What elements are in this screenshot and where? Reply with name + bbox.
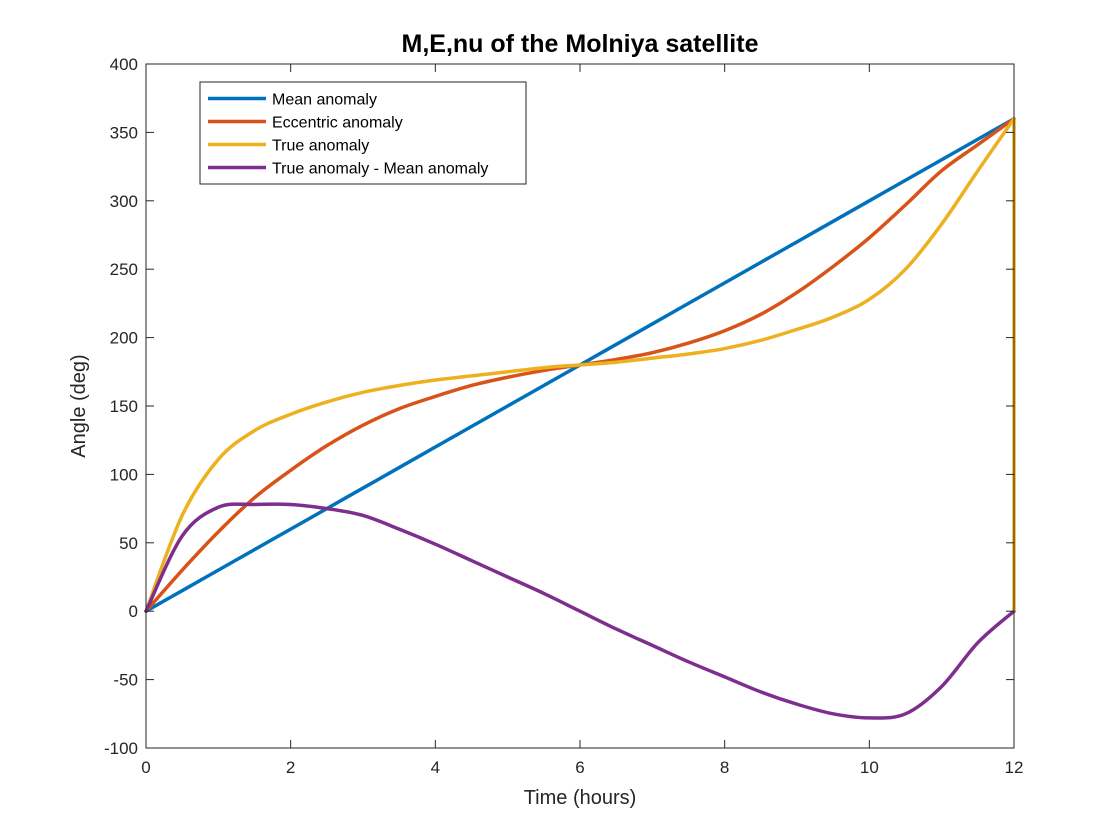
- chart-title: M,E,nu of the Molniya satellite: [402, 30, 759, 58]
- x-tick-label: 0: [141, 758, 150, 777]
- legend-entry-label: Eccentric anomaly: [272, 115, 403, 132]
- y-tick-label: 50: [119, 534, 138, 553]
- y-tick-label: -100: [104, 739, 138, 758]
- legend-entry-label: True anomaly: [272, 138, 369, 155]
- x-axis-label: Time (hours): [524, 787, 637, 809]
- x-tick-label: 2: [286, 758, 295, 777]
- y-tick-label: 200: [110, 329, 138, 348]
- y-tick-label: 300: [110, 192, 138, 211]
- series-line-true-anomaly: [144, 116, 1016, 613]
- y-tick-label: 150: [110, 397, 138, 416]
- y-tick-label: 350: [110, 123, 138, 142]
- x-tick-label: 10: [860, 758, 879, 777]
- y-tick-label: 400: [110, 55, 138, 74]
- x-tick-label: 12: [1005, 758, 1024, 777]
- series-line-true-anomaly-mean-anomaly: [144, 502, 1016, 720]
- y-tick-label: -50: [113, 671, 138, 690]
- legend-entry-label: True anomaly - Mean anomaly: [272, 161, 488, 178]
- y-tick-label: 250: [110, 260, 138, 279]
- legend-entry-label: Mean anomaly: [272, 92, 377, 109]
- y-tick-label: 0: [129, 602, 138, 621]
- x-tick-label: 6: [575, 758, 584, 777]
- ticks-layer: 0 2 4 6 8 10 12 -100 -50 0 50 100 150 200 250 300 350 400: [104, 55, 1023, 777]
- legend: Mean anomaly Eccentric anomaly True anomal…: [199, 81, 527, 185]
- x-tick-label: 8: [720, 758, 729, 777]
- y-axis-label: Angle (deg): [68, 354, 90, 457]
- x-tick-label: 4: [431, 758, 440, 777]
- y-tick-label: 100: [110, 465, 138, 484]
